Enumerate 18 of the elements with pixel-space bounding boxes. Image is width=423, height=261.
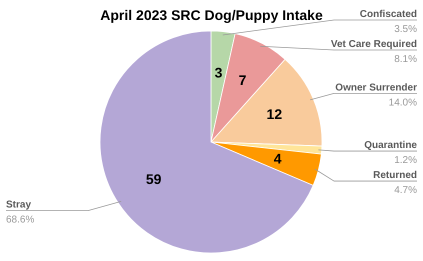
slice-label: Vet Care Required [330, 39, 417, 50]
chart-title: April 2023 SRC Dog/Puppy Intake [100, 7, 323, 23]
text: 8.1% [394, 54, 418, 65]
text: 3.5% [394, 24, 418, 35]
text: 68.6% [6, 214, 34, 226]
slice-label: Stray [6, 200, 32, 211]
text: 14.0% [388, 97, 418, 108]
data-label: 3 [214, 64, 223, 81]
slice-label: Quarantine [364, 140, 418, 152]
data-label: 4 [274, 150, 282, 166]
data-label: 7 [238, 72, 247, 88]
slice-label: Returned [373, 170, 417, 182]
text: 1.2% [394, 155, 418, 166]
data-label: 12 [266, 106, 282, 122]
slice-label: Confiscated [360, 9, 417, 20]
text: 4.7% [394, 185, 418, 196]
data-label: 59 [146, 170, 162, 187]
slice-label: Owner Surrender [335, 82, 418, 94]
